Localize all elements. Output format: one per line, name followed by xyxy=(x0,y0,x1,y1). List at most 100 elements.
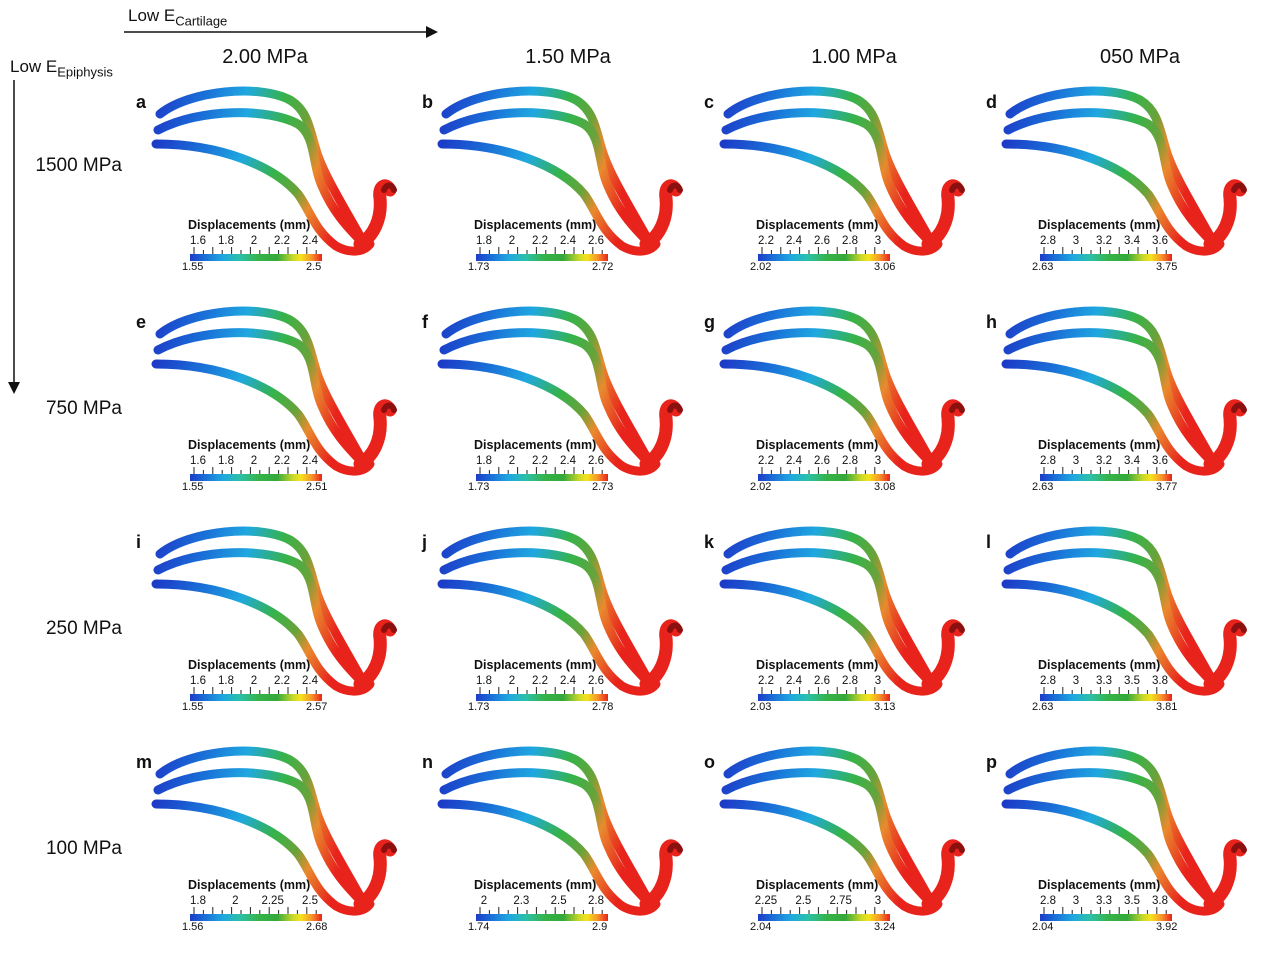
colorbar-min-label: 1.73 xyxy=(468,701,490,713)
colorbar-tick-label: 2.2 xyxy=(274,455,290,467)
colorbar xyxy=(190,914,322,921)
colorbar xyxy=(1040,694,1172,701)
colorbar-tick-label: 1.6 xyxy=(190,235,206,247)
column-header: 2.00 MPa xyxy=(222,46,308,68)
colorbar-min-label: 2.02 xyxy=(750,261,772,273)
colorbar-tick-label: 2.8 xyxy=(842,675,858,687)
colorbar xyxy=(476,474,608,481)
row-header: 100 MPa xyxy=(45,838,122,859)
mandible-model-shape xyxy=(1001,306,1247,476)
panel-letter: g xyxy=(704,312,715,332)
legend-title: Displacements (mm) xyxy=(756,438,879,452)
colorbar-tick-label: 2.2 xyxy=(532,455,548,467)
mandible-model-shape xyxy=(1001,526,1247,696)
colorbar-tick-label: 3.4 xyxy=(1124,235,1140,247)
colorbar-tick-label: 3 xyxy=(1072,455,1080,467)
colorbar-tick-label: 2.6 xyxy=(814,675,830,687)
colorbar-tick-labels: 1.6 1.8 2 2.2 2.4 xyxy=(190,235,340,249)
colorbar-min-label: 2.03 xyxy=(750,701,772,713)
column-header: 1.50 MPa xyxy=(525,46,611,68)
colorbar-tick-label: 1.8 xyxy=(190,895,206,907)
colorbar-tick-labels: 2.2 2.4 2.6 2.8 3 xyxy=(758,235,908,249)
result-panel: c Displacements (mm) 2.2 2.4 2.6 2.8 3 2.02 3.0… xyxy=(704,86,994,310)
panel-letter: l xyxy=(986,532,992,552)
result-panel: o Displacements (mm) 2.25 2.5 2.75 3 2.04 3.24 xyxy=(704,746,994,970)
mandible-model-shape xyxy=(719,526,965,696)
colorbar-tick-label: 2.2 xyxy=(532,675,548,687)
colorbar xyxy=(758,474,890,481)
axis-x-label: Low ECartilage xyxy=(128,6,227,28)
mandible-model-shape xyxy=(151,746,397,916)
colorbar-min-label: 2.04 xyxy=(750,921,772,933)
colorbar-tick-label: 3.2 xyxy=(1096,455,1112,467)
colorbar-tick-label: 2.8 xyxy=(1040,455,1056,467)
colorbar-min-label: 2.63 xyxy=(1032,701,1054,713)
result-panel: m Displacements (mm) 1.8 2 2.25 2.5 1.56 2.68 xyxy=(136,746,426,970)
colorbar-tick-label: 2 xyxy=(250,455,258,467)
colorbar-tick-label: 2.8 xyxy=(842,235,858,247)
colorbar-tick-label: 2.75 xyxy=(829,895,852,907)
colorbar-tick-label: 3.8 xyxy=(1152,675,1168,687)
colorbar-max-label: 3.75 xyxy=(1156,261,1178,273)
colorbar-tick-label: 2.8 xyxy=(1040,895,1056,907)
colorbar-tick-label: 2.4 xyxy=(302,455,318,467)
colorbar-max-label: 2.73 xyxy=(592,481,614,493)
colorbar-tick-label: 2.8 xyxy=(842,455,858,467)
colorbar-tick-labels: 2.8 3 3.3 3.5 3.8 xyxy=(1040,895,1190,909)
colorbar-max-label: 2.57 xyxy=(306,701,328,713)
colorbar-tick-label: 3.6 xyxy=(1152,455,1168,467)
colorbar-tick-label: 2.2 xyxy=(274,235,290,247)
colorbar-tick-label: 1.8 xyxy=(218,235,234,247)
panel-letter: a xyxy=(136,92,147,112)
colorbar-tick-label: 2.2 xyxy=(758,455,774,467)
row-header: 250 MPa xyxy=(45,618,122,639)
colorbar-tick-labels: 1.8 2 2.2 2.4 2.6 xyxy=(476,675,626,689)
axis-x-label-main: Low E xyxy=(128,6,176,25)
colorbar-max-label: 2.9 xyxy=(592,921,608,933)
colorbar-minor-ticks xyxy=(193,687,317,694)
colorbar-tick-label: 2.3 xyxy=(513,895,530,907)
colorbar-tick-labels: 2.8 3 3.2 3.4 3.6 xyxy=(1040,235,1190,249)
colorbar-tick-labels: 2.8 3 3.2 3.4 3.6 xyxy=(1040,455,1190,469)
colorbar-tick-label: 3.4 xyxy=(1124,455,1140,467)
result-panel: l Displacements (mm) 2.8 3 3.3 3.5 3.8 2.63 3.8… xyxy=(986,526,1267,750)
colorbar-tick-label: 2.6 xyxy=(588,455,604,467)
colorbar xyxy=(190,694,322,701)
colorbar-tick-label: 2.2 xyxy=(532,235,548,247)
colorbar-tick-label: 2.2 xyxy=(758,675,774,687)
colorbar-minor-ticks xyxy=(193,907,317,914)
colorbar xyxy=(476,914,608,921)
colorbar-tick-label: 2.4 xyxy=(786,675,802,687)
colorbar-tick-labels: 2.8 3 3.3 3.5 3.8 xyxy=(1040,675,1190,689)
colorbar-tick-label: 2.5 xyxy=(795,895,812,907)
colorbar-tick-label: 3.3 xyxy=(1096,895,1112,907)
colorbar-max-label: 2.51 xyxy=(306,481,328,493)
colorbar-tick-labels: 2.2 2.4 2.6 2.8 3 xyxy=(758,455,908,469)
colorbar-tick-labels: 1.8 2 2.2 2.4 2.6 xyxy=(476,235,626,249)
colorbar-tick-label: 3 xyxy=(874,675,882,687)
colorbar-max-label: 3.13 xyxy=(874,701,896,713)
panel-letter: d xyxy=(986,92,997,112)
colorbar-tick-label: 3.3 xyxy=(1096,675,1112,687)
colorbar xyxy=(758,914,890,921)
colorbar-tick-label: 3.5 xyxy=(1124,895,1140,907)
colorbar-tick-label: 2.5 xyxy=(302,895,318,907)
legend-title: Displacements (mm) xyxy=(1038,438,1161,452)
legend-title: Displacements (mm) xyxy=(756,658,879,672)
panel-letter: f xyxy=(422,312,428,332)
colorbar-min-label: 1.56 xyxy=(182,921,204,933)
mandible-model-shape xyxy=(437,306,683,476)
legend-title: Displacements (mm) xyxy=(474,438,597,452)
colorbar-tick-labels: 1.6 1.8 2 2.2 2.4 xyxy=(190,675,340,689)
mandible-model-shape xyxy=(1001,86,1247,256)
colorbar-tick-label: 2.8 xyxy=(1040,675,1056,687)
panel-letter: b xyxy=(422,92,433,112)
colorbar-tick-label: 2.2 xyxy=(758,235,774,247)
colorbar-max-label: 3.24 xyxy=(874,921,896,933)
panel-letter: c xyxy=(704,92,715,112)
panel-letter: i xyxy=(136,532,142,552)
colorbar xyxy=(190,254,322,261)
colorbar-tick-label: 3 xyxy=(1072,235,1080,247)
colorbar-minor-ticks xyxy=(193,467,317,474)
colorbar-tick-label: 3 xyxy=(874,455,882,467)
